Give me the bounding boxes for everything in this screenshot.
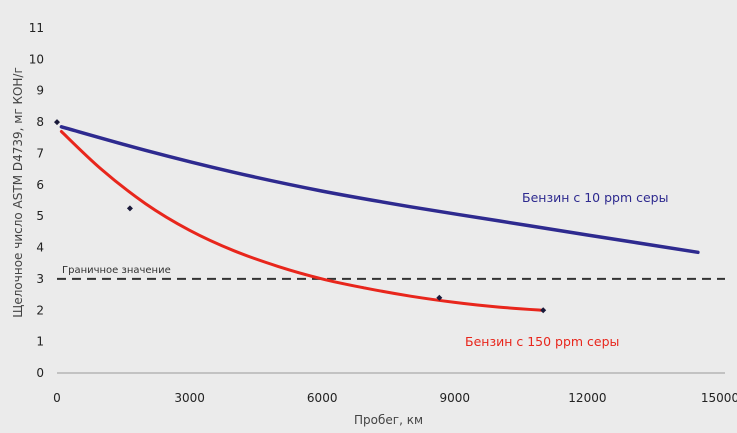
y-tick-label: 11 [29, 21, 44, 35]
y-tick-label: 8 [36, 115, 44, 129]
series-150ppm-label: Бензин с 150 ppm серы [465, 334, 619, 349]
x-tick-label: 9000 [440, 391, 471, 405]
series-10ppm-label: Бензин с 10 ppm серы [522, 190, 668, 205]
x-axis-ticks: 0 3000 6000 9000 12000 15000 [53, 391, 737, 405]
data-point-marker [126, 205, 133, 212]
data-point-marker [436, 294, 443, 301]
series-10ppm-line [59, 125, 700, 255]
x-tick-label: 3000 [174, 391, 205, 405]
data-point-marker [540, 307, 547, 314]
y-tick-label: 7 [36, 146, 44, 160]
y-tick-label: 4 [36, 241, 44, 255]
x-tick-label: 0 [53, 391, 61, 405]
x-axis-title: Пробег, км [354, 413, 423, 427]
series-150ppm-line [59, 130, 545, 312]
x-tick-label: 12000 [568, 391, 606, 405]
data-point-marker [54, 119, 60, 126]
y-axis-ticks: 0 1 2 3 4 5 6 7 8 9 10 11 [29, 21, 44, 380]
y-tick-label: 2 [36, 303, 44, 317]
y-tick-label: 9 [36, 84, 44, 98]
y-tick-label: 0 [36, 366, 44, 380]
y-tick-label: 5 [36, 209, 44, 223]
y-tick-label: 6 [36, 178, 44, 192]
x-tick-label: 15000 [701, 391, 737, 405]
x-tick-label: 6000 [307, 391, 338, 405]
data-markers [54, 119, 547, 314]
y-axis-title: Щелочное число ASTM D4739, мг КОН/г [11, 67, 25, 318]
limit-reference-label: Граничное значение [62, 265, 171, 276]
y-tick-label: 10 [29, 52, 44, 66]
y-tick-label: 3 [36, 272, 44, 286]
y-tick-label: 1 [36, 335, 44, 349]
